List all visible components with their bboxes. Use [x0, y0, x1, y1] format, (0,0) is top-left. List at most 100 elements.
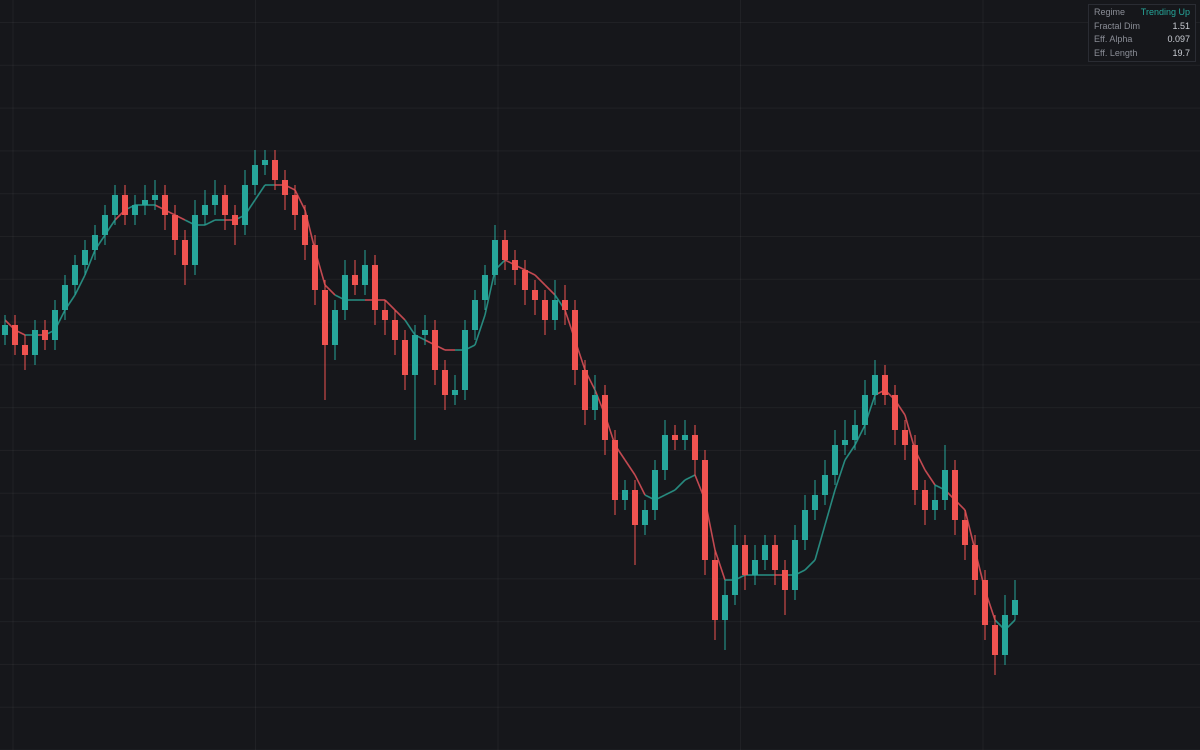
candle-body	[962, 520, 968, 545]
candle-body	[722, 595, 728, 620]
candle-body	[422, 330, 428, 335]
candle-body	[552, 300, 558, 320]
ma-segment	[634, 474, 646, 496]
ma-segment	[674, 479, 686, 491]
candle-body	[762, 545, 768, 560]
candle-body	[52, 310, 58, 340]
candle-body	[412, 335, 418, 375]
candle-body	[352, 275, 358, 285]
candle-body	[392, 320, 398, 340]
ma-segment	[394, 309, 406, 321]
panel-row: Eff. Length 19.7	[1089, 47, 1195, 61]
candle-body	[972, 545, 978, 580]
ma-segment	[384, 299, 396, 311]
ma-segment	[714, 549, 726, 581]
candle-body	[602, 395, 608, 440]
candle-body	[122, 195, 128, 215]
panel-value: Trending Up	[1140, 7, 1190, 17]
ma-segment	[84, 249, 96, 276]
ma-segment	[624, 459, 636, 476]
panel-label: Eff. Alpha	[1094, 34, 1133, 44]
candle-body	[32, 330, 38, 355]
candle-body	[222, 195, 228, 215]
candle-body	[132, 205, 138, 215]
candle-body	[662, 435, 668, 470]
ma-segment	[484, 269, 496, 316]
ma-segment	[854, 424, 866, 446]
candle-body	[22, 345, 28, 355]
candle-body	[112, 195, 118, 215]
candle-body	[402, 340, 408, 375]
ma-segment	[544, 284, 556, 296]
candle-body	[682, 435, 688, 440]
candle-body	[102, 215, 108, 235]
candle-body	[622, 490, 628, 500]
candle-body	[42, 330, 48, 340]
ma-segment	[924, 469, 936, 486]
candle-body	[992, 625, 998, 655]
candle-body	[452, 390, 458, 395]
candle-body	[612, 440, 618, 500]
candle-body	[752, 560, 758, 575]
candle-body	[542, 300, 548, 320]
candle-body	[142, 200, 148, 205]
candle-body	[172, 215, 178, 240]
candle-body	[892, 395, 898, 430]
ma-segment	[844, 444, 856, 461]
candle-body	[732, 545, 738, 595]
candle-body	[812, 495, 818, 510]
ma-segment	[404, 319, 416, 336]
candle-body	[72, 265, 78, 285]
candle-body	[1012, 600, 1018, 615]
candle-body	[692, 435, 698, 460]
candle-body	[302, 215, 308, 245]
candle-body	[882, 375, 888, 395]
candle-body	[372, 265, 378, 310]
candle-body	[832, 445, 838, 475]
panel-label: Eff. Length	[1094, 47, 1138, 58]
candle-body	[672, 435, 678, 440]
panel-row: Fractal Dim 1.51	[1089, 20, 1195, 34]
candle-body	[572, 310, 578, 370]
candle-body	[742, 545, 748, 575]
ma-segment	[814, 524, 826, 561]
candle-body	[362, 265, 368, 285]
panel-value: 19.7	[1172, 47, 1190, 58]
panel-value: 1.51	[1172, 20, 1190, 31]
candle-body	[532, 290, 538, 300]
candle-body	[842, 440, 848, 445]
candle-body	[12, 325, 18, 345]
candle-body	[82, 250, 88, 265]
ma-segment	[324, 284, 336, 296]
candle-body	[1002, 615, 1008, 655]
candle-body	[912, 445, 918, 490]
candle-body	[852, 425, 858, 440]
candle-body	[162, 195, 168, 215]
candle-body	[202, 205, 208, 215]
ma-segment	[964, 509, 976, 551]
candle-body	[62, 285, 68, 310]
ma-segment	[664, 489, 676, 496]
candle-body	[642, 510, 648, 525]
candle-body	[252, 165, 258, 185]
panel-value: 0.097	[1167, 34, 1190, 44]
candle-body	[332, 310, 338, 345]
panel-label: Regime	[1094, 7, 1126, 17]
ma-segment	[294, 189, 306, 211]
candle-body	[282, 180, 288, 195]
candle-body	[522, 270, 528, 290]
candle-body	[822, 475, 828, 495]
ma-segment	[904, 414, 916, 451]
candle-body	[432, 330, 438, 370]
candle-body	[472, 300, 478, 330]
ma-segment	[824, 489, 836, 526]
candle-body	[152, 195, 158, 200]
panel-row: Eff. Alpha 0.097	[1089, 33, 1195, 47]
candle-body	[292, 195, 298, 215]
ma-segment	[254, 184, 266, 201]
ma-segment	[204, 219, 216, 226]
candle-body	[872, 375, 878, 395]
ma-segment	[804, 559, 816, 571]
candle-body	[192, 215, 198, 265]
